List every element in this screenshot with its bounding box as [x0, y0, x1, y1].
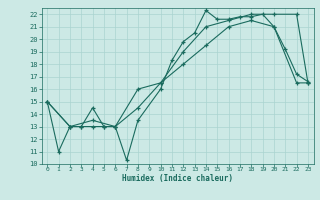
- X-axis label: Humidex (Indice chaleur): Humidex (Indice chaleur): [122, 174, 233, 183]
